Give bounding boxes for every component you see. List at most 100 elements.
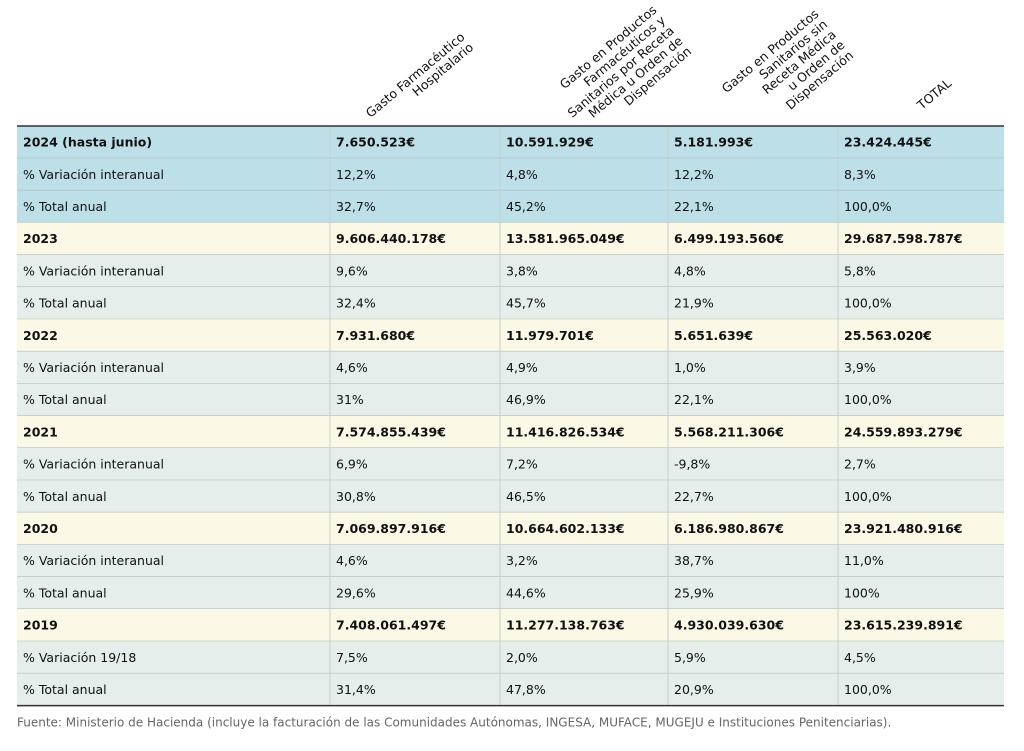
cell: 5,9% [674,650,706,665]
cell: 7,2% [506,457,538,472]
cell: 30,8% [336,489,376,504]
row-background [17,287,1004,320]
cell: 5,8% [844,263,876,278]
cell: 6,9% [336,457,368,472]
cell: % Total anual [23,392,107,407]
cell: 32,4% [336,296,376,311]
year-cell: 7.069.897.916€ [336,521,446,536]
cell: 31% [336,392,364,407]
year-cell: 5.181.993€ [674,135,753,150]
cell: 46,9% [506,392,546,407]
year-cell: 6.186.980.867€ [674,521,784,536]
cell: 32,7% [336,199,376,214]
year-cell: 10.664.602.133€ [506,521,625,536]
year-cell: 2020 [23,521,58,536]
year-cell: 7.650.523€ [336,135,415,150]
cell: 22,7% [674,489,714,504]
cell: 31,4% [336,682,376,697]
cell: % Variación 19/18 [23,650,136,665]
cell: % Variación interanual [23,360,164,375]
year-cell: 9.606.440.178€ [336,231,446,246]
cell: % Total anual [23,296,107,311]
year-cell: 2024 (hasta junio) [23,135,152,150]
year-cell: 10.591.929€ [506,135,594,150]
cell: 3,8% [506,263,538,278]
year-cell: 11.979.701€ [506,328,594,343]
cell: 45,2% [506,199,546,214]
year-cell: 6.499.193.560€ [674,231,784,246]
cell: 21,9% [674,296,714,311]
cell: 4,9% [506,360,538,375]
row-background [17,383,1004,416]
source-note: Fuente: Ministerio de Hacienda (incluye … [17,716,891,730]
cell: 4,8% [506,167,538,182]
cell: 100,0% [844,682,892,697]
cell: 29,6% [336,585,376,600]
year-cell: 7.931.680€ [336,328,415,343]
cell: % Total anual [23,585,107,600]
cell: 12,2% [336,167,376,182]
cell: 3,9% [844,360,876,375]
year-cell: 11.277.138.763€ [506,618,625,633]
row-background [17,222,1004,255]
cell: 47,8% [506,682,546,697]
year-cell: 23.921.480.916€ [844,521,963,536]
cell: % Variación interanual [23,167,164,182]
cell: 2,0% [506,650,538,665]
cell: % Total anual [23,199,107,214]
cell: % Variación interanual [23,263,164,278]
row-background [17,576,1004,609]
row-background [17,544,1004,577]
row-background [17,415,1004,448]
cell: % Total anual [23,489,107,504]
row-background [17,609,1004,642]
cell: 100% [844,585,880,600]
year-cell: 7.408.061.497€ [336,618,446,633]
cell: % Variación interanual [23,457,164,472]
year-cell: 5.651.639€ [674,328,753,343]
column-header-line: Gasto Farmacéutico [363,29,468,120]
cell: % Total anual [23,682,107,697]
cell: 7,5% [336,650,368,665]
row-background [17,448,1004,481]
year-cell: 13.581.965.049€ [506,231,625,246]
cell: 100,0% [844,199,892,214]
year-cell: 11.416.826.534€ [506,424,625,439]
row-background [17,158,1004,191]
year-cell: 2019 [23,618,58,633]
year-cell: 23.424.445€ [844,135,932,150]
row-background [17,351,1004,384]
year-cell: 29.687.598.787€ [844,231,963,246]
year-cell: 4.930.039.630€ [674,618,784,633]
year-cell: 2021 [23,424,58,439]
year-cell: 2023 [23,231,58,246]
year-cell: 23.615.239.891€ [844,618,963,633]
cell: 2,7% [844,457,876,472]
row-background [17,126,1004,159]
cell: 3,2% [506,553,538,568]
cell: 25,9% [674,585,714,600]
cell: 22,1% [674,392,714,407]
column-header: TOTAL [913,75,954,113]
row-background [17,254,1004,287]
cell: -9,8% [674,457,710,472]
cell: 100,0% [844,392,892,407]
cell: 46,5% [506,489,546,504]
row-background [17,673,1004,706]
cell: 4,8% [674,263,706,278]
cell: 4,6% [336,553,368,568]
year-cell: 2022 [23,328,58,343]
year-cell: 25.563.020€ [844,328,932,343]
row-background [17,319,1004,352]
cell: 11,0% [844,553,884,568]
cell: 38,7% [674,553,714,568]
cell: 22,1% [674,199,714,214]
cell: 20,9% [674,682,714,697]
year-cell: 5.568.211.306€ [674,424,784,439]
cell: 1,0% [674,360,706,375]
